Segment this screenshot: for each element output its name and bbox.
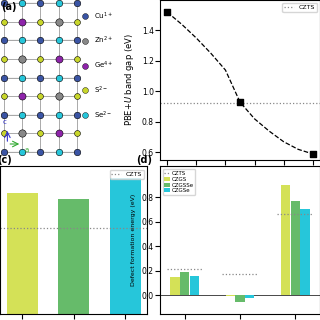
Point [2,131,7,136]
Point [2,1,7,6]
Text: (c): (c) [0,155,12,165]
Point [83,63,88,68]
Bar [291,201,300,295]
Point [74,131,79,136]
Point [56,19,61,24]
Point [38,1,43,6]
Point [56,1,61,6]
X-axis label: $x_{Se}$: $x_{Se}$ [233,181,247,191]
Bar [300,209,309,295]
Point [165,10,170,15]
Point [74,75,79,80]
Point [56,112,61,117]
Point [56,94,61,99]
Point [2,19,7,24]
Point [20,56,25,61]
Point [20,94,25,99]
Point [83,13,88,19]
Point [74,149,79,155]
Point [310,151,315,156]
Y-axis label: PBE+$U$ band gap (eV): PBE+$U$ band gap (eV) [123,34,136,126]
Point [74,1,79,6]
Legend: CZTS: CZTS [282,3,317,12]
Text: (a): (a) [2,2,17,12]
Text: a: a [25,147,29,153]
Bar [281,185,290,295]
Point [56,149,61,155]
Point [20,38,25,43]
Text: S$^{2-}$: S$^{2-}$ [94,85,108,96]
Point [38,112,43,117]
Point [38,56,43,61]
Point [56,131,61,136]
Bar [110,178,140,314]
Text: Cu$^{1+}$: Cu$^{1+}$ [94,10,113,22]
Point [2,38,7,43]
Point [20,149,25,155]
Legend: CZTS, CZGS, CZGSSe, CZGSe: CZTS, CZGS, CZGSSe, CZGSe [163,169,196,195]
Point [56,38,61,43]
Point [74,19,79,24]
Point [83,38,88,43]
Bar [190,276,199,295]
Point [74,38,79,43]
Text: c: c [3,119,7,125]
Text: Se$^{2-}$: Se$^{2-}$ [94,109,113,121]
Y-axis label: Defect formation energy (eV): Defect formation energy (eV) [131,194,136,286]
Point [2,75,7,80]
Point [20,19,25,24]
Bar [226,295,235,296]
Point [38,75,43,80]
Point [56,75,61,80]
Legend: CZTS: CZTS [109,170,144,179]
Point [74,94,79,99]
Bar [236,295,244,302]
Point [2,112,7,117]
Point [83,113,88,118]
Bar [180,272,189,295]
Point [74,112,79,117]
Point [20,75,25,80]
Bar [7,193,37,314]
Point [38,131,43,136]
Point [56,56,61,61]
Point [83,88,88,93]
Point [2,94,7,99]
Bar [245,295,254,298]
Bar [58,199,89,314]
Point [74,56,79,61]
Text: Ge$^{4+}$: Ge$^{4+}$ [94,60,114,71]
Point [38,19,43,24]
Point [20,131,25,136]
Point [38,38,43,43]
Point [2,56,7,61]
Point [20,112,25,117]
Point [2,149,7,155]
Point [237,100,243,105]
Point [38,94,43,99]
Text: Zn$^{2+}$: Zn$^{2+}$ [94,35,113,46]
Bar [171,277,180,295]
Point [38,149,43,155]
Point [20,1,25,6]
Text: (d): (d) [136,155,152,165]
